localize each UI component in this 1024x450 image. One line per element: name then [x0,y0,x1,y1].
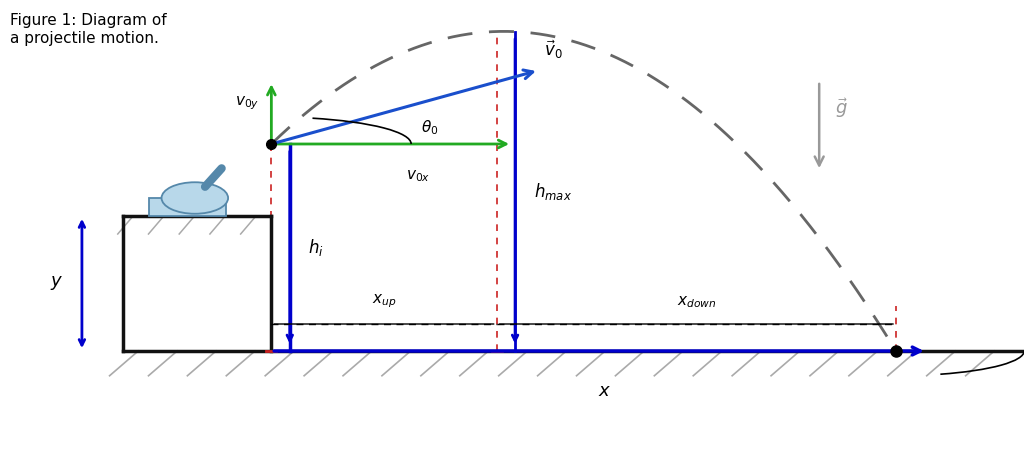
Text: $\vec{v}_0$: $\vec{v}_0$ [544,39,562,61]
Ellipse shape [162,182,228,214]
Text: $x$: $x$ [598,382,610,400]
Text: $\vec{g}$: $\vec{g}$ [835,96,848,120]
Text: $x_{down}$: $x_{down}$ [677,295,716,310]
Text: $h_{max}$: $h_{max}$ [534,181,571,202]
FancyBboxPatch shape [148,198,225,216]
Text: Figure 1: Diagram of
a projectile motion.: Figure 1: Diagram of a projectile motion… [10,14,167,46]
Text: $x_{up}$: $x_{up}$ [372,293,396,310]
Text: $v_{0x}$: $v_{0x}$ [407,169,430,184]
Text: $y$: $y$ [49,274,63,292]
Text: $h_i$: $h_i$ [308,237,324,258]
Text: $\theta_0$: $\theta_0$ [422,118,439,137]
Text: $v_{0y}$: $v_{0y}$ [234,94,259,112]
